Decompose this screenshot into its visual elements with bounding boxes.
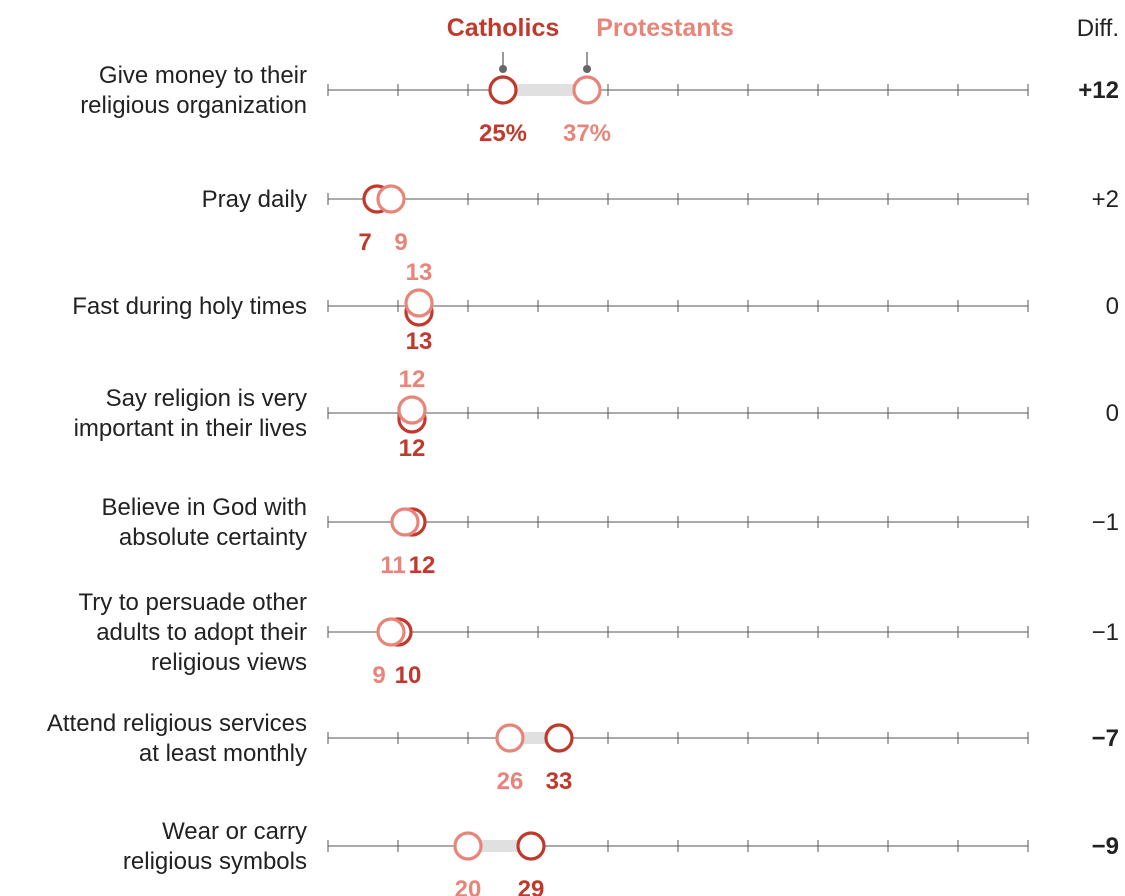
catholic-value-label: 10 bbox=[395, 662, 422, 689]
chart-row: Try to persuade other adults to adopt the… bbox=[78, 589, 1119, 689]
legend-protestants: Protestants bbox=[596, 14, 734, 42]
protestant-value-label: 12 bbox=[399, 366, 426, 393]
diff-value: 0 bbox=[1106, 293, 1119, 320]
protestant-dot bbox=[453, 831, 483, 861]
protestant-value-label: 26 bbox=[497, 768, 524, 795]
chart-row: Attend religious services at least monthl… bbox=[47, 710, 1119, 795]
row-label-line: religious views bbox=[151, 649, 307, 676]
protestant-value-label: 37% bbox=[563, 120, 611, 147]
catholic-value-label: 13 bbox=[406, 328, 433, 355]
diff-value: +12 bbox=[1078, 77, 1119, 104]
diff-value: +2 bbox=[1092, 186, 1119, 213]
legend-leader-dot bbox=[499, 65, 507, 73]
chart-row: Believe in God with absolute certainty 121… bbox=[102, 494, 1119, 579]
row-label-line: Try to persuade other bbox=[78, 589, 307, 616]
legend-catholics: Catholics bbox=[447, 14, 560, 42]
protestant-dot bbox=[390, 507, 420, 537]
catholic-value-label: 12 bbox=[399, 435, 426, 462]
diff-value: −1 bbox=[1092, 619, 1119, 646]
diff-value: −7 bbox=[1092, 725, 1119, 752]
protestant-value-label: 9 bbox=[372, 662, 385, 689]
legend-leader-dot bbox=[583, 65, 591, 73]
catholic-value-label: 12 bbox=[409, 552, 436, 579]
row-label-line: important in their lives bbox=[74, 415, 307, 442]
protestant-dot bbox=[404, 288, 434, 318]
protestant-dot bbox=[376, 617, 406, 647]
chart-rows: Give money to their religious organizatio… bbox=[47, 62, 1119, 896]
catholic-dot bbox=[516, 831, 546, 861]
row-label-line: at least monthly bbox=[139, 740, 307, 767]
row-label-line: religious organization bbox=[80, 92, 307, 119]
row-label-line: Say religion is very bbox=[106, 385, 307, 412]
row-label-line: religious symbols bbox=[123, 848, 307, 875]
legend: Catholics Protestants Diff. bbox=[447, 14, 1119, 73]
chart-row: Give money to their religious organizatio… bbox=[80, 62, 1119, 147]
row-label-line: adults to adopt their bbox=[96, 619, 307, 646]
row-label-line: Attend religious services bbox=[47, 710, 307, 737]
diff-column-header: Diff. bbox=[1077, 15, 1119, 42]
diff-value: 0 bbox=[1106, 400, 1119, 427]
row-label-line: Believe in God with bbox=[102, 494, 307, 521]
protestant-dot bbox=[572, 75, 602, 105]
row-label-line: Give money to their bbox=[99, 62, 307, 89]
chart-row: Wear or carry religious symbols 29 20 −9 bbox=[123, 818, 1119, 896]
protestant-value-label: 13 bbox=[406, 259, 433, 286]
row-label-line: Wear or carry bbox=[162, 818, 307, 845]
protestant-dot bbox=[397, 395, 427, 425]
protestant-value-label: 11 bbox=[380, 552, 405, 579]
catholic-value-label: 25% bbox=[479, 120, 527, 147]
catholic-value-label: 33 bbox=[546, 768, 573, 795]
catholic-value-label: 7 bbox=[358, 229, 371, 256]
protestant-value-label: 9 bbox=[394, 229, 407, 256]
protestant-dot bbox=[376, 184, 406, 214]
protestant-dot bbox=[495, 723, 525, 753]
row-label-line: Pray daily bbox=[202, 186, 307, 213]
catholic-dot bbox=[544, 723, 574, 753]
row-label-line: Fast during holy times bbox=[72, 293, 307, 320]
protestant-value-label: 20 bbox=[455, 876, 482, 896]
catholic-value-label: 29 bbox=[518, 876, 545, 896]
row-label-line: absolute certainty bbox=[119, 524, 307, 551]
chart-row: Say religion is very important in their l… bbox=[74, 366, 1119, 462]
catholic-dot bbox=[488, 75, 518, 105]
chart-row: Fast during holy times 13 13 0 bbox=[72, 259, 1119, 355]
diff-value: −9 bbox=[1092, 833, 1119, 860]
diff-value: −1 bbox=[1092, 509, 1119, 536]
chart-row: Pray daily 7 9 +2 bbox=[202, 184, 1119, 256]
